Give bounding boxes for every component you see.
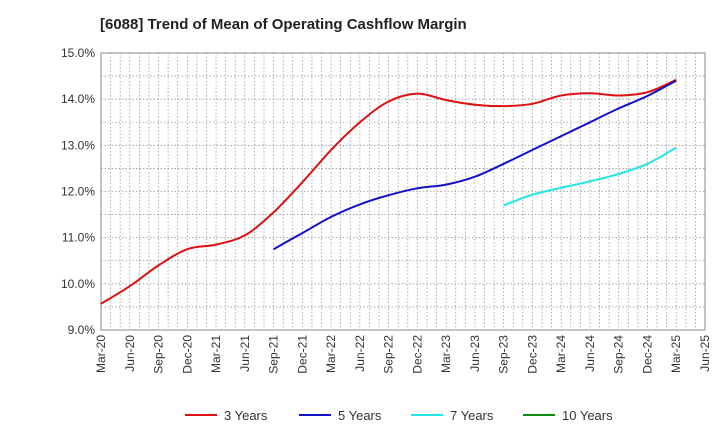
legend-label-10-years: 10 Years — [562, 408, 613, 423]
x-axis: Mar-20 Jun-20 Sep-20 Dec-20 Mar-21 Jun-21 Sep-… — [94, 335, 712, 374]
x-tick-label: Dec-23 — [525, 335, 539, 374]
y-tick-label: 9.0% — [68, 323, 96, 337]
x-tick-label: Mar-21 — [209, 335, 223, 373]
legend-label-3-years: 3 Years — [224, 408, 268, 423]
series-line-5-years — [273, 79, 677, 251]
x-tick-label: Mar-23 — [439, 335, 453, 373]
x-tick-label: Jun-21 — [238, 335, 252, 372]
y-tick-label: 13.0% — [61, 138, 95, 152]
legend-label-7-years: 7 Years — [450, 408, 494, 423]
y-tick-label: 15.0% — [61, 46, 95, 60]
x-tick-label: Dec-21 — [295, 335, 309, 374]
x-tick-label: Sep-21 — [267, 335, 281, 374]
series-line-3-years — [100, 78, 677, 305]
x-tick-label: Dec-22 — [410, 335, 424, 374]
plot-area — [100, 52, 706, 331]
y-tick-label: 10.0% — [61, 277, 95, 291]
x-tick-label: Jun-20 — [123, 335, 137, 372]
x-tick-label: Mar-24 — [554, 335, 568, 373]
y-tick-label: 14.0% — [61, 92, 95, 106]
x-tick-label: Mar-25 — [669, 335, 683, 373]
y-tick-label: 11.0% — [62, 231, 95, 245]
x-tick-label: Dec-24 — [640, 335, 654, 374]
y-axis: 9.0% 10.0% 11.0% 12.0% 13.0% 14.0% 15.0% — [61, 46, 95, 337]
series-lines — [100, 78, 677, 305]
series-line-7-years — [503, 146, 677, 207]
x-tick-label: Sep-22 — [382, 335, 396, 374]
x-tick-label: Dec-20 — [180, 335, 194, 374]
x-tick-label: Sep-24 — [612, 335, 626, 374]
x-tick-label: Jun-25 — [698, 335, 712, 372]
x-tick-label: Sep-20 — [152, 335, 166, 374]
x-tick-label: Mar-22 — [324, 335, 338, 373]
legend: 3 Years 5 Years 7 Years 10 Years — [185, 408, 613, 423]
x-tick-label: Mar-20 — [94, 335, 108, 373]
y-tick-label: 12.0% — [61, 185, 95, 199]
x-tick-label: Jun-23 — [468, 335, 482, 372]
x-tick-label: Jun-24 — [583, 335, 597, 372]
x-tick-label: Sep-23 — [497, 335, 511, 374]
chart-title: [6088] Trend of Mean of Operating Cashfl… — [100, 16, 467, 33]
legend-label-5-years: 5 Years — [338, 408, 382, 423]
x-tick-label: Jun-22 — [353, 335, 367, 372]
